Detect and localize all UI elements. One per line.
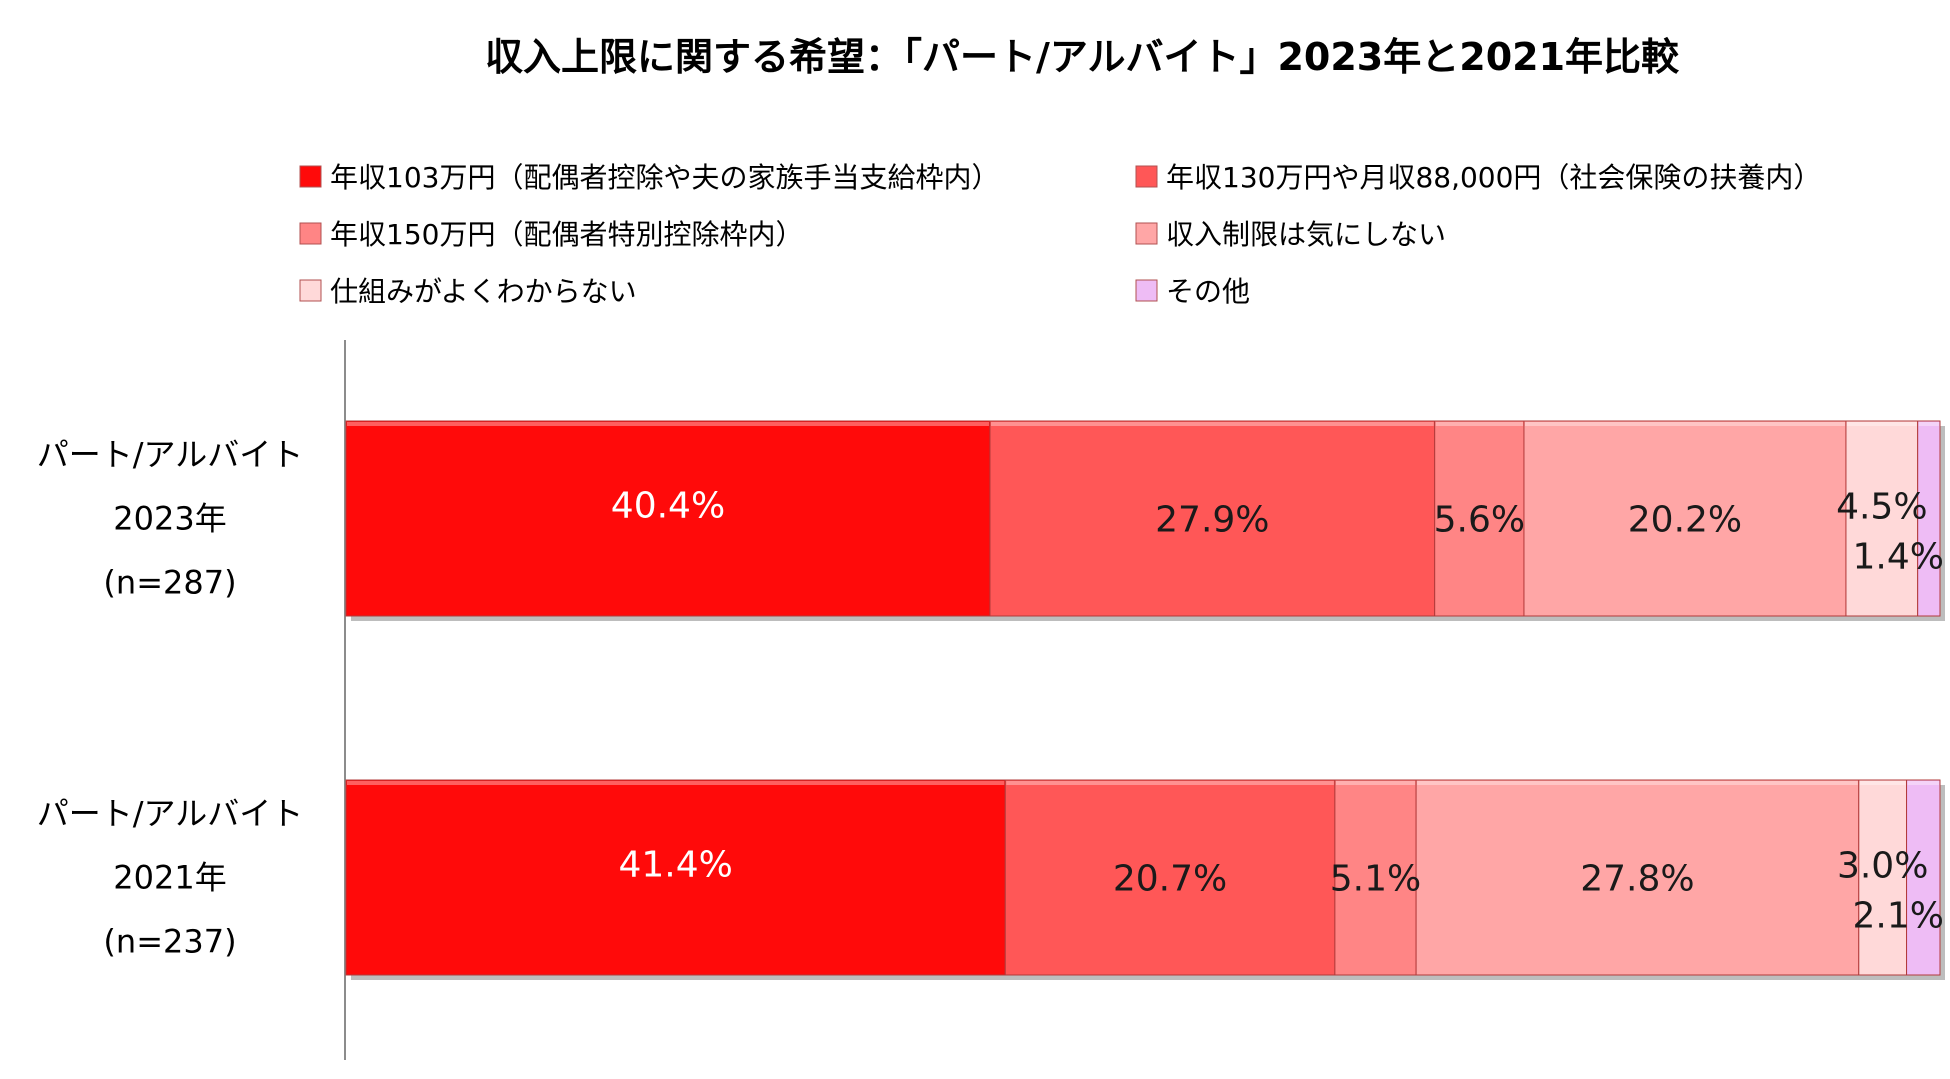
data-label-c2-s4: 27.8% xyxy=(1580,859,1694,900)
data-label-c2-s6: 2.1% xyxy=(1853,896,1944,937)
data-label-c2-s5: 3.0% xyxy=(1837,846,1928,887)
bar-segment-c2-s2 xyxy=(1004,779,1336,976)
bar-segment-c1-s2 xyxy=(989,420,1436,617)
bar-segment-highlight-c2-s6 xyxy=(1907,781,1939,785)
bar-segment-c2-s5 xyxy=(1858,779,1908,976)
category-label-2-line-1: パート/アルバイト xyxy=(37,795,303,833)
category-label-1-line-1: パート/アルバイト xyxy=(37,436,303,474)
legend-swatch-6 xyxy=(1135,279,1158,302)
category-label-1-line-2: 2023年 xyxy=(113,500,226,538)
bar-segment-c1-s1 xyxy=(345,420,991,617)
legend-swatch-3 xyxy=(299,222,322,245)
data-label-c2-s2: 20.7% xyxy=(1113,859,1227,900)
bar-segment-highlight-c2-s2 xyxy=(1006,781,1334,785)
bar-segment-highlight-c1-s6 xyxy=(1918,422,1939,426)
data-label-c1-s4: 20.2% xyxy=(1628,500,1742,541)
data-label-c1-s2: 27.9% xyxy=(1155,500,1269,541)
bar-segment-c1-s3 xyxy=(1434,420,1525,617)
legend: 年収103万円（配偶者控除や夫の家族手当支給枠内） 年収130万円や月収88,00… xyxy=(299,161,1821,308)
data-label-c1-s1: 40.4% xyxy=(611,486,725,527)
category-labels: パート/アルバイト 2023年 (n=287) パート/アルバイト 2021年 (n=23… xyxy=(37,436,303,961)
bar-segment-highlight-c2-s1 xyxy=(347,781,1005,785)
category-label-2-line-3: (n=237) xyxy=(103,923,236,961)
legend-swatch-4 xyxy=(1135,222,1158,245)
legend-label-4: 収入制限は気にしない xyxy=(1166,218,1446,251)
bar-segment-c2-s4 xyxy=(1415,779,1860,976)
bar-segment-highlight-c2-s5 xyxy=(1859,781,1906,785)
data-label-c2-s1: 41.4% xyxy=(618,845,732,886)
data-label-c1-s5: 4.5% xyxy=(1836,487,1927,528)
data-labels: 40.4% 27.9% 5.6% 20.2% 4.5% 1.4% 41.4% 20.7% 5.1… xyxy=(611,486,1944,937)
bar-segment-c1-s6 xyxy=(1917,420,1941,617)
bar-segment-highlight-c1-s5 xyxy=(1846,422,1917,426)
bar-segment-highlight-c1-s1 xyxy=(347,422,989,426)
category-label-2-line-2: 2021年 xyxy=(113,859,226,897)
bar-segment-c1-s5 xyxy=(1845,420,1919,617)
data-label-c1-s6: 1.4% xyxy=(1853,537,1944,578)
legend-label-6: その他 xyxy=(1166,275,1250,308)
data-label-c1-s3: 5.6% xyxy=(1434,500,1525,541)
legend-label-3: 年収150万円（配偶者特別控除枠内） xyxy=(330,218,803,251)
bar-segment-highlight-c1-s4 xyxy=(1524,422,1845,426)
bar-segment-c1-s4 xyxy=(1523,420,1847,617)
legend-swatch-1 xyxy=(299,165,322,188)
bar-segment-highlight-c1-s2 xyxy=(990,422,1434,426)
legend-label-2: 年収130万円や月収88,000円（社会保険の扶養内） xyxy=(1166,161,1821,194)
chart-title: 収入上限に関する希望：「パート/アルバイト」2023年と2021年比較 xyxy=(485,35,1680,79)
legend-label-5: 仕組みがよくわからない xyxy=(330,275,637,308)
bar-segment-c2-s3 xyxy=(1334,779,1417,976)
bars xyxy=(345,420,1945,980)
category-label-1-line-3: (n=287) xyxy=(103,564,236,602)
bar-segment-c2-s1 xyxy=(345,779,1006,976)
bar-segment-highlight-c1-s3 xyxy=(1435,422,1523,426)
legend-label-1: 年収103万円（配偶者控除や夫の家族手当支給枠内） xyxy=(330,161,999,194)
bar-segment-highlight-c2-s3 xyxy=(1335,781,1416,785)
legend-swatch-5 xyxy=(299,279,322,302)
legend-swatch-2 xyxy=(1135,165,1158,188)
data-label-c2-s3: 5.1% xyxy=(1330,859,1421,900)
bar-segment-highlight-c2-s4 xyxy=(1417,781,1858,785)
bar-segment-c2-s6 xyxy=(1906,779,1941,976)
